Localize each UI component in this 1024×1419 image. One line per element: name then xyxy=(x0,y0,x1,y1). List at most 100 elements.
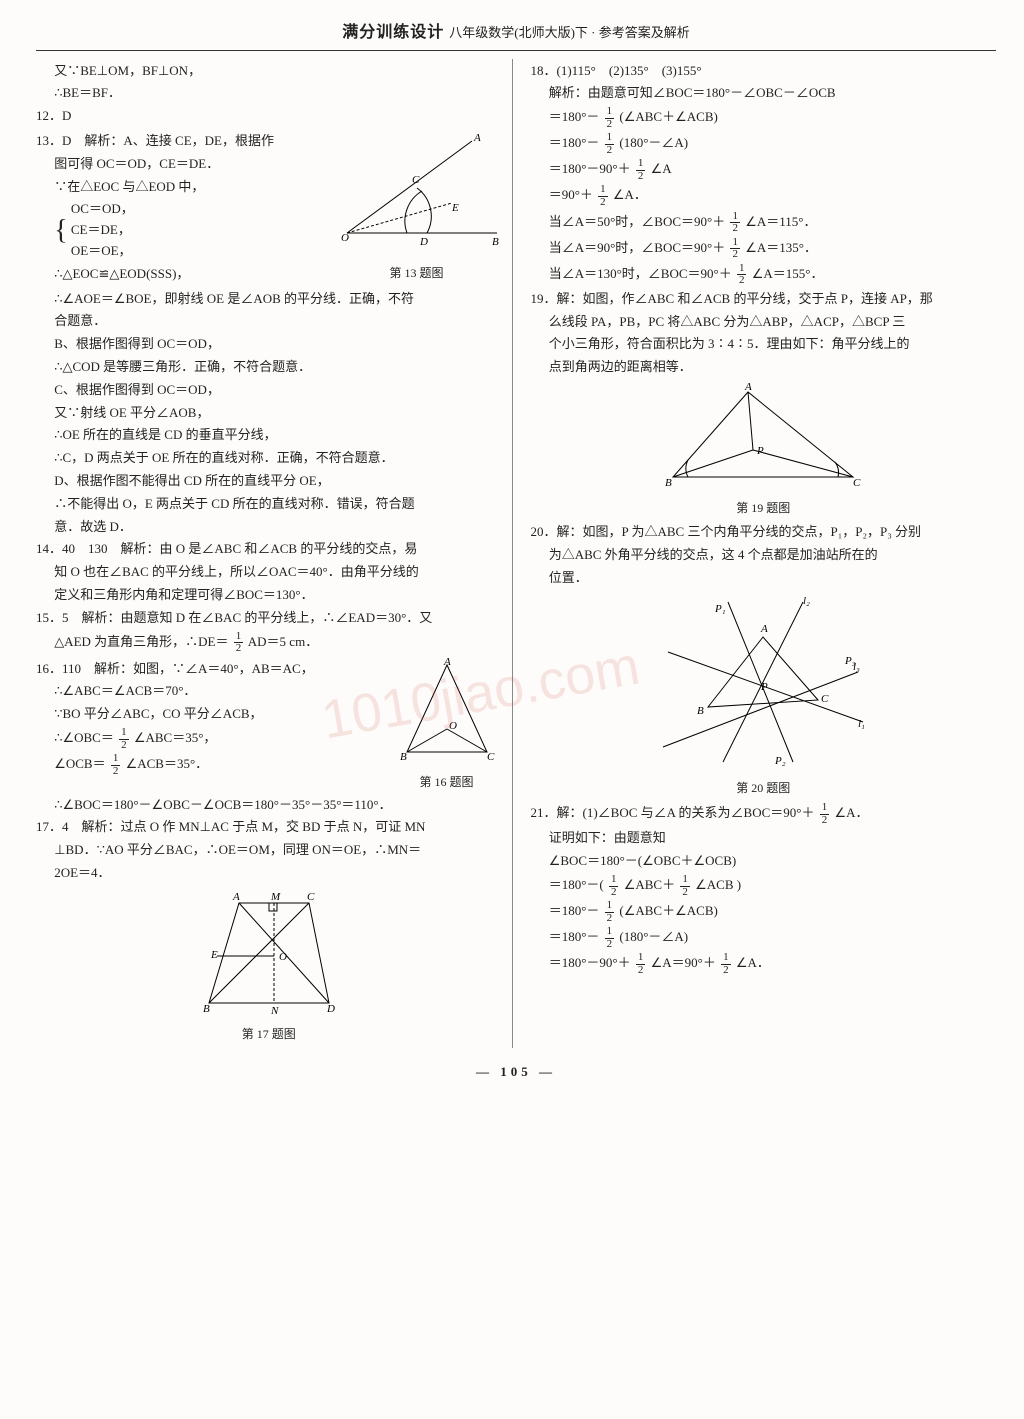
figure-16-caption: 第 16 题图 xyxy=(392,773,502,792)
svg-text:l₃: l₃ xyxy=(853,661,860,673)
text-fragment: ＝180°－ xyxy=(549,135,600,150)
text-line: 图可得 OC＝OD，CE＝DE． xyxy=(36,154,326,175)
text-fragment: ∠A． xyxy=(613,188,647,203)
text-line: 解析：由题意可知∠BOC＝180°－∠OBC－∠OCB xyxy=(531,83,997,104)
text-line: ∴不能得出 O，E 两点关于 CD 所在的直线对称．错误，符合题 xyxy=(36,494,502,515)
fraction-half: 12 xyxy=(605,926,615,950)
text-fragment: (∠ABC＋∠ACB) xyxy=(619,903,717,918)
figure-13: O D C E A B 第 13 题图 xyxy=(332,129,502,287)
answer-13: 13．D 解析：A、连接 CE，DE，根据作 xyxy=(36,131,326,152)
svg-text:M: M xyxy=(270,891,281,903)
fraction-half: 12 xyxy=(605,132,615,156)
figure-16: A B C O 第 16 题图 xyxy=(392,657,502,793)
fraction-half: 12 xyxy=(605,900,615,924)
text-line: OE＝OE， xyxy=(71,241,134,262)
text-fragment: ∠ABC＝35°， xyxy=(134,730,217,745)
text-fragment: ∠A＝115°． xyxy=(745,214,816,229)
text-line: 当∠A＝130°时，∠BOC＝90°＋ 12 ∠A＝155°． xyxy=(531,263,997,287)
text-line: ∴BE＝BF． xyxy=(36,83,502,104)
text-line: ＝180°－ 12 (∠ABC＋∠ACB) xyxy=(531,900,997,924)
fraction-half: 12 xyxy=(721,952,731,976)
svg-text:A: A xyxy=(760,623,768,635)
text-fragment: ∠ABC＋ xyxy=(624,877,675,892)
text-line: 位置． xyxy=(531,568,997,589)
right-column: 18．(1)115° (2)135° (3)155° 解析：由题意可知∠BOC＝… xyxy=(531,59,997,1048)
fraction-half: 12 xyxy=(234,631,244,655)
page-number: — 105 — xyxy=(36,1062,996,1083)
text-line: 知 O 也在∠BAC 的平分线上，所以∠OAC＝40°．由角平分线的 xyxy=(36,562,502,583)
fraction-half: 12 xyxy=(598,184,608,208)
text-fragment: ＝180°－ xyxy=(549,109,600,124)
text-line: 当∠A＝90°时，∠BOC＝90°＋ 12 ∠A＝135°． xyxy=(531,237,997,261)
svg-text:C: C xyxy=(821,693,829,705)
text-fragment: ∠A． xyxy=(736,955,770,970)
svg-text:D: D xyxy=(326,1003,335,1015)
answer-12: 12．D xyxy=(36,106,502,127)
answer-19: 19．解：如图，作∠ABC 和∠ACB 的平分线，交于点 P，连接 AP，那 xyxy=(531,289,997,310)
page-header: 满分训练设计 八年级数学(北师大版)下 · 参考答案及解析 xyxy=(36,20,996,51)
answer-20: 20．解：如图，P 为△ABC 三个内角平分线的交点，P₁，P₂，P₃ 分别 xyxy=(531,522,997,543)
answer-17: 17．4 解析：过点 O 作 MN⊥AC 于点 M，交 BD 于点 N，可证 M… xyxy=(36,817,502,838)
svg-text:E: E xyxy=(210,949,218,961)
text-fragment: ∠A＝155°． xyxy=(752,266,824,281)
text-fragment: 当∠A＝50°时，∠BOC＝90°＋ xyxy=(549,214,726,229)
svg-text:B: B xyxy=(492,236,499,248)
text-fragment: ∠A＝90°＋ xyxy=(651,955,716,970)
fraction-half: 12 xyxy=(605,106,615,130)
svg-text:O: O xyxy=(449,720,457,732)
text-fragment: ＝180°－ xyxy=(549,929,600,944)
text-fragment: ∴∠OBC＝ xyxy=(54,730,114,745)
header-sub: 八年级数学(北师大版)下 · 参考答案及解析 xyxy=(449,25,690,40)
text-line: ＝180°－ 12 (180°－∠A) xyxy=(531,926,997,950)
figure-17: A M C B N D E O 第 17 题图 xyxy=(36,888,502,1044)
svg-text:A: A xyxy=(443,657,451,668)
svg-text:C: C xyxy=(412,174,420,186)
svg-text:l₁: l₁ xyxy=(858,718,865,730)
answer-16: 16．110 解析：如图，∵∠A＝40°，AB＝AC， xyxy=(36,659,386,680)
svg-text:l₂: l₂ xyxy=(803,595,810,607)
text-line: ∴∠BOC＝180°－∠OBC－∠OCB＝180°－35°－35°＝110°． xyxy=(36,795,502,816)
text-line: ∴△COD 是等腰三角形．正确，不符合题意． xyxy=(36,357,502,378)
text-line: ∠OCB＝ 12 ∠ACB＝35°． xyxy=(36,753,386,777)
figure-13-caption: 第 13 题图 xyxy=(332,264,502,283)
text-line: ∴C，D 两点关于 OE 所在的直线对称．正确，不符合题意． xyxy=(36,448,502,469)
text-line: 证明如下：由题意知 xyxy=(531,828,997,849)
answer-15: 15．5 解析：由题意知 D 在∠BAC 的平分线上，∴∠EAD＝30°．又 xyxy=(36,608,502,629)
text-line: 么线段 PA，PB，PC 将△ABC 分为△ABP，△ACP，△BCP 三 xyxy=(531,312,997,333)
svg-text:C: C xyxy=(487,751,495,763)
text-fragment: (180°－∠A) xyxy=(619,929,688,944)
figure-20-caption: 第 20 题图 xyxy=(531,779,997,798)
text-line: ∴∠ABC＝∠ACB＝70°． xyxy=(36,681,386,702)
text-line: ＝180°－ 12 (∠ABC＋∠ACB) xyxy=(531,106,997,130)
svg-text:C: C xyxy=(853,477,861,489)
answer-18: 18．(1)115° (2)135° (3)155° xyxy=(531,61,997,82)
figure-17-caption: 第 17 题图 xyxy=(36,1025,502,1044)
fraction-half: 12 xyxy=(111,753,121,777)
text-fragment: ∠OCB＝ xyxy=(54,756,105,771)
text-line: ＝180°－90°＋ 12 ∠A＝90°＋ 12 ∠A． xyxy=(531,952,997,976)
text-line: 点到角两边的距离相等． xyxy=(531,357,997,378)
text-fragment: 21．解：(1)∠BOC 与∠A 的关系为∠BOC＝90°＋ xyxy=(531,805,815,820)
svg-text:E: E xyxy=(451,202,459,214)
text-line: ∴OE 所在的直线是 CD 的垂直平分线， xyxy=(36,425,502,446)
fraction-half: 12 xyxy=(730,211,740,235)
text-line: 当∠A＝50°时，∠BOC＝90°＋ 12 ∠A＝115°． xyxy=(531,211,997,235)
text-line: ＝180°－( 12 ∠ABC＋ 12 ∠ACB ) xyxy=(531,874,997,898)
fraction-half: 12 xyxy=(737,263,747,287)
text-line: C、根据作图得到 OC＝OD， xyxy=(36,380,502,401)
text-fragment: (∠ABC＋∠ACB) xyxy=(619,109,717,124)
text-fragment: ∠ACB ) xyxy=(695,877,741,892)
text-line: D、根据作图不能得出 CD 所在的直线平分 OE， xyxy=(36,471,502,492)
text-line: ∵BO 平分∠ABC，CO 平分∠ACB， xyxy=(36,704,386,725)
text-line: ＝180°－ 12 (180°－∠A) xyxy=(531,132,997,156)
fraction-half: 12 xyxy=(730,237,740,261)
fraction-half: 12 xyxy=(636,158,646,182)
text-line: ＝180°－90°＋ 12 ∠A xyxy=(531,158,997,182)
left-column: 又∵BE⊥OM，BF⊥ON， ∴BE＝BF． 12．D 13．D 解析：A、连接… xyxy=(36,59,513,1048)
text-line: ∴∠OBC＝ 12 ∠ABC＝35°， xyxy=(36,727,386,751)
header-title: 满分训练设计 xyxy=(342,24,444,41)
text-fragment: ＝180°－90°＋ xyxy=(549,161,631,176)
figure-20: A B C P P₁ P₃ P₂ l₁ l₃ l₂ 第 20 题图 xyxy=(531,592,997,798)
text-line: 定义和三角形内角和定理可得∠BOC＝130°． xyxy=(36,585,502,606)
svg-text:B: B xyxy=(400,751,407,763)
